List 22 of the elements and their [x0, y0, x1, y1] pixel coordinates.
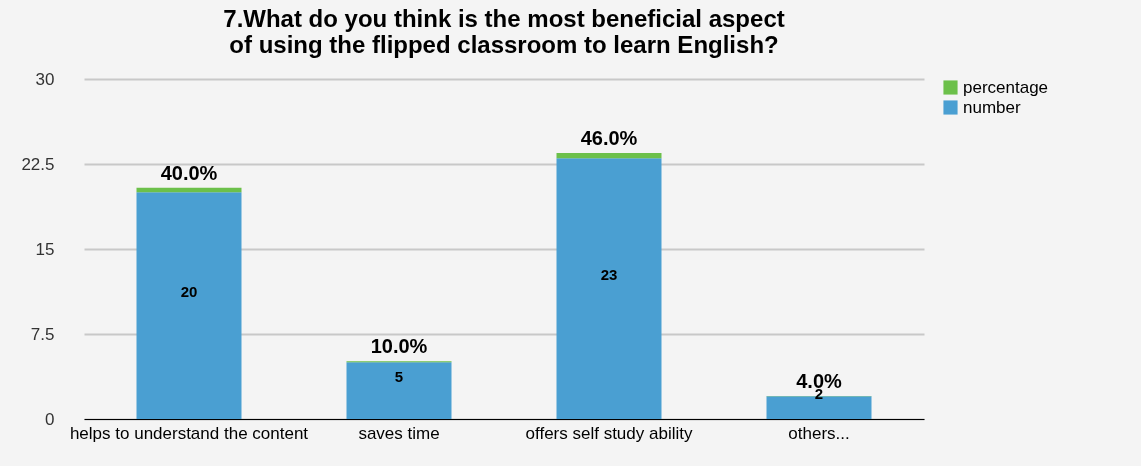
x-tick-label: others... — [788, 423, 850, 443]
bar — [346, 362, 452, 419]
chart-title: 7.What do you think is the most beneficial aspect of using the flipped classroom to learn English? — [223, 5, 785, 58]
legend-label: percentage — [963, 77, 1049, 97]
data-label: 23 — [600, 265, 618, 283]
data-label: 10.0% — [370, 335, 428, 358]
y-tick-label: 22.5 — [21, 154, 55, 174]
x-tick-label: offers self study ability — [525, 423, 693, 443]
x-tick-label: saves time — [358, 423, 440, 443]
data-label: 46.0% — [580, 127, 638, 150]
x-tick-label: helps to understand the content — [69, 423, 309, 443]
y-tick-label: 30 — [35, 69, 55, 89]
y-tick-label: 7.5 — [30, 324, 55, 344]
data-label: 40.0% — [160, 161, 218, 184]
legend-label: number — [963, 97, 1021, 117]
y-tick-label: 15 — [35, 239, 55, 259]
bar — [556, 158, 662, 419]
data-label: 20 — [180, 282, 198, 300]
y-tick-label: 0 — [45, 409, 55, 429]
data-label: 5 — [394, 367, 404, 385]
bar — [556, 153, 662, 159]
bar — [136, 192, 242, 419]
